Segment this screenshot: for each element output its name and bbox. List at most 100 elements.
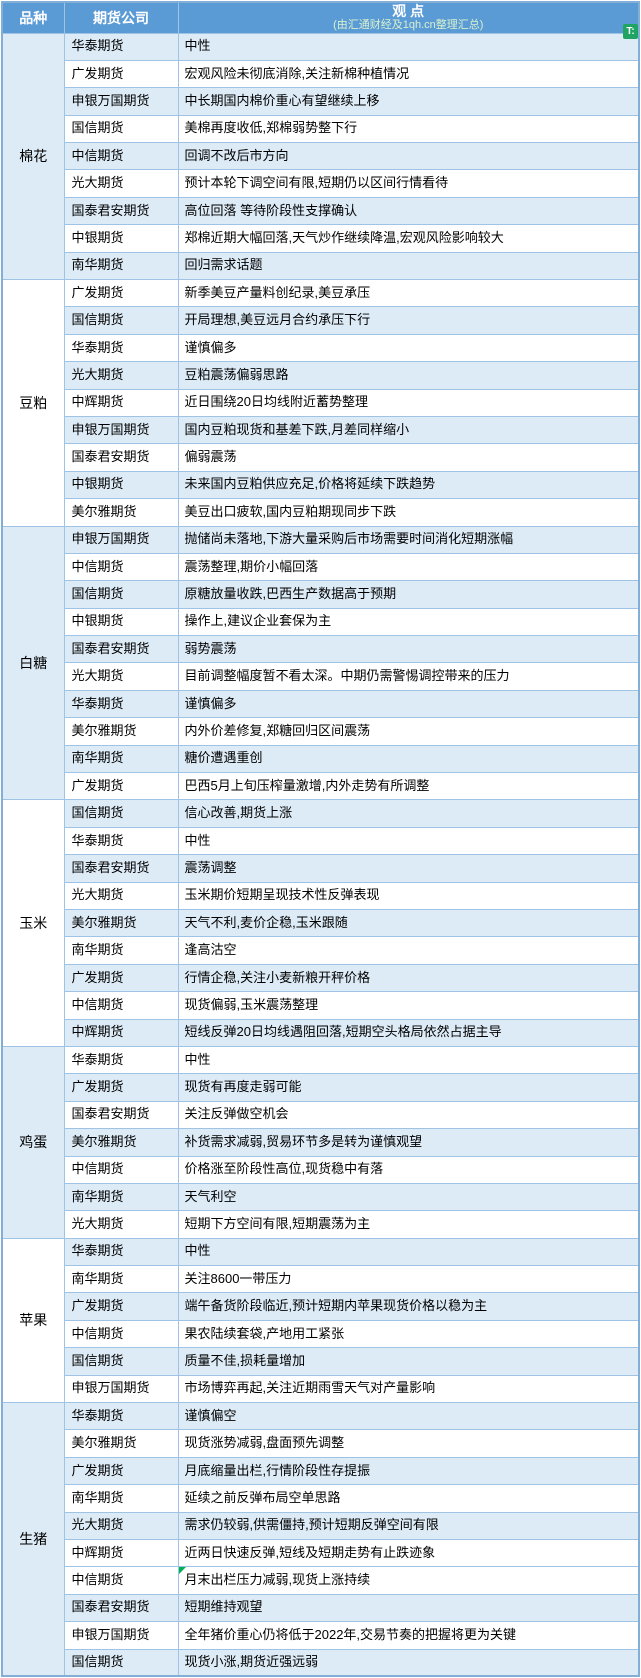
viewpoint-cell: 月末出栏压力减弱,现货上涨持续 — [177, 1566, 640, 1595]
company-cell: 广发期货 — [63, 1073, 179, 1102]
table-row: 南华期货 延续之前反弹布局空单思路 — [2, 1484, 640, 1513]
viewpoint-cell: 天气不利,麦价企稳,玉米跟随 — [177, 908, 640, 938]
company-cell: 光大期货 — [63, 1511, 179, 1540]
viewpoint-cell: 中长期国内棉价重心有望继续上移 — [177, 87, 640, 116]
table-row: 南华期货 天气利空 — [2, 1182, 640, 1212]
table-row: 美尔雅期货 美豆出口疲软,国内豆粕期现同步下跌 — [2, 498, 640, 527]
viewpoint-text: 未来国内豆粕供应充足,价格将延续下跌趋势 — [184, 476, 436, 492]
viewpoint-cell: 高位回落 等待阶段性支撑确认 — [177, 196, 640, 226]
viewpoint-cell: 美豆出口疲软,国内豆粕期现同步下跌 — [177, 498, 640, 527]
table-row: 国信期货 美棉再度收低,郑棉弱势整下行 — [2, 114, 640, 144]
company-cell: 广发期货 — [63, 963, 179, 993]
viewpoint-text: 震荡调整 — [184, 859, 237, 875]
viewpoint-text: 美豆出口疲软,国内豆粕期现同步下跌 — [184, 503, 397, 519]
viewpoint-text: 信心改善,期货上涨 — [184, 805, 293, 821]
company-cell: 中银期货 — [63, 607, 179, 637]
table-row: 国泰君安期货 弱势震荡 — [2, 635, 640, 664]
viewpoint-text: 豆粕震荡偏弱思路 — [184, 366, 289, 382]
company-cell: 广发期货 — [63, 279, 179, 308]
table-row: 美尔雅期货 现货涨势减弱,盘面预先调整 — [2, 1429, 640, 1458]
viewpoint-text: 中性 — [184, 1051, 211, 1067]
variety-cell: 鸡蛋 — [1, 1045, 65, 1239]
col-header-company: 期货公司 — [63, 1, 179, 34]
viewpoint-text: 月末出栏压力减弱,现货上涨持续 — [184, 1572, 371, 1588]
table-row: 中银期货 未来国内豆粕供应充足,价格将延续下跌趋势 — [2, 470, 640, 500]
viewpoint-cell: 国内豆粕现货和基差下跌,月差同样缩小 — [177, 415, 640, 445]
viewpoint-text: 延续之前反弹布局空单思路 — [184, 1489, 341, 1505]
table-row: 中信期货 回调不改后市方向 — [2, 142, 640, 171]
table-row: 国泰君安期货 震荡调整 — [2, 854, 640, 883]
viewpoint-cell: 开局理想,美豆远月合约承压下行 — [177, 306, 640, 335]
viewpoint-cell: 质量不佳,损耗量增加 — [177, 1347, 640, 1376]
viewpoint-cell: 现货偏弱,玉米震荡整理 — [177, 991, 640, 1020]
viewpoint-cell: 近日围绕20日均线附近蓄势整理 — [177, 388, 640, 417]
viewpoint-text: 现货偏弱,玉米震荡整理 — [184, 996, 319, 1012]
company-cell: 国信期货 — [63, 1347, 179, 1376]
company-cell: 南华期货 — [63, 1182, 179, 1212]
viewpoint-cell: 谨慎偏空 — [177, 1402, 640, 1431]
viewpoint-text: 需求仍较弱,供需僵持,预计短期反弹空间有限 — [184, 1517, 439, 1533]
viewpoint-text: 目前调整幅度暂不看太深。中期仍需警惕调控带来的压力 — [184, 668, 510, 684]
viewpoint-text: 天气不利,麦价企稳,玉米跟随 — [184, 914, 348, 930]
company-cell: 国信期货 — [63, 114, 179, 144]
viewpoint-cell: 关注反弹做空机会 — [177, 1100, 640, 1130]
viewpoint-text: 偏弱震荡 — [184, 449, 237, 465]
table-row: 光大期货 豆粕震荡偏弱思路 — [2, 361, 640, 390]
watermark-badge: T: — [623, 24, 638, 39]
company-cell: 国信期货 — [63, 799, 179, 828]
company-cell: 中信期货 — [63, 142, 179, 171]
table-row: 华泰期货 中性 — [2, 826, 640, 856]
variety-label: 棉花 — [19, 148, 48, 165]
viewpoint-cell: 震荡调整 — [177, 854, 640, 883]
viewpoint-cell: 近两日快速反弹,短线及短期走势有止跌迹象 — [177, 1538, 640, 1568]
company-cell: 国泰君安期货 — [63, 443, 179, 472]
table-row: 棉花 华泰期货 中性 — [1, 32, 640, 281]
company-cell: 光大期货 — [63, 662, 179, 691]
table-row: 美尔雅期货 内外价差修复,郑糖回归区间震荡 — [2, 717, 640, 746]
viewpoint-text: 现货小涨,期货近强远弱 — [184, 1654, 319, 1670]
company-cell: 华泰期货 — [63, 333, 179, 363]
viewpoint-cell: 天气利空 — [177, 1182, 640, 1212]
table-row: 光大期货 需求仍较弱,供需僵持,预计短期反弹空间有限 — [2, 1511, 640, 1540]
viewpoint-text: 巴西5月上旬压榨量激增,内外走势有所调整 — [184, 777, 430, 793]
company-cell: 南华期货 — [63, 936, 179, 965]
viewpoint-cell: 信心改善,期货上涨 — [177, 799, 640, 828]
cell-flag-icon — [179, 1567, 186, 1575]
table-row: 玉米 国信期货 信心改善,期货上涨 — [1, 799, 640, 1047]
table-row: 国泰君安期货 短期维持观望 — [2, 1593, 640, 1623]
viewpoint-cell: 巴西5月上旬压榨量激增,内外走势有所调整 — [177, 772, 640, 801]
company-cell: 美尔雅期货 — [63, 1429, 179, 1458]
company-cell: 华泰期货 — [63, 32, 179, 61]
table-row: 生猪 华泰期货 谨慎偏空 — [1, 1402, 640, 1677]
viewpoint-cell: 谨慎偏多 — [177, 333, 640, 363]
company-cell: 华泰期货 — [63, 1237, 179, 1267]
company-cell: 广发期货 — [63, 1292, 179, 1321]
variety-label: 玉米 — [19, 915, 48, 932]
viewpoint-text: 天气利空 — [184, 1188, 237, 1204]
table-row: 南华期货 糖价遭遇重创 — [2, 744, 640, 774]
company-cell: 国泰君安期货 — [63, 1593, 179, 1623]
company-cell: 华泰期货 — [63, 1402, 179, 1431]
table-row: 申银万国期货 市场博弈再起,关注近期雨雪天气对产量影响 — [2, 1374, 640, 1404]
viewpoint-cell: 中性 — [177, 1045, 640, 1075]
table-row: 国信期货 现货小涨,期货近强远弱 — [2, 1648, 640, 1677]
table-row: 申银万国期货 中长期国内棉价重心有望继续上移 — [2, 87, 640, 116]
company-cell: 光大期货 — [63, 1210, 179, 1239]
viewpoint-text: 操作上,建议企业套保为主 — [184, 613, 332, 629]
table-row: 国信期货 开局理想,美豆远月合约承压下行 — [2, 306, 640, 335]
viewpoint-cell: 全年猪价重心仍将低于2022年,交易节奏的把握将更为关键 — [177, 1621, 640, 1650]
viewpoint-cell: 关注8600一带压力 — [177, 1265, 640, 1294]
company-cell: 中信期货 — [63, 1566, 179, 1595]
viewpoint-cell: 行情企稳,关注小麦新粮开秤价格 — [177, 963, 640, 993]
company-cell: 华泰期货 — [63, 689, 179, 719]
table-row: 南华期货 逢高沽空 — [2, 936, 640, 965]
company-cell: 广发期货 — [63, 772, 179, 801]
company-cell: 中银期货 — [63, 470, 179, 500]
company-cell: 美尔雅期货 — [63, 498, 179, 527]
variety-label: 生猪 — [19, 1531, 48, 1548]
table-row: 苹果 华泰期货 中性 — [1, 1237, 640, 1404]
company-cell: 申银万国期货 — [63, 415, 179, 445]
company-cell: 国信期货 — [63, 1648, 179, 1677]
company-cell: 中辉期货 — [63, 388, 179, 417]
